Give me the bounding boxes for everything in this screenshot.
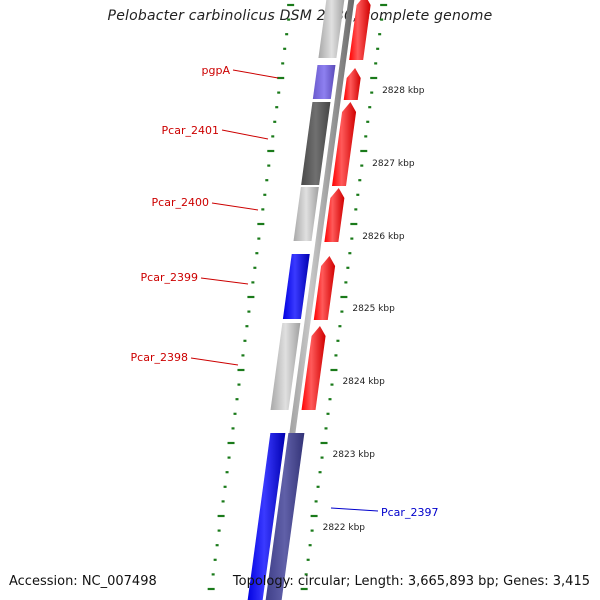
gene-feature: [265, 433, 305, 600]
gene-feature: [247, 433, 286, 600]
cds-arrow-forward: [313, 256, 336, 320]
gene-feature: [282, 254, 310, 319]
gene-label[interactable]: pgpA: [202, 64, 231, 77]
cds-arrow-forward: [301, 326, 326, 410]
cds-arrow-forward: [349, 0, 371, 60]
gene-feature: [270, 323, 301, 410]
scale-label: 2824 kbp: [342, 377, 385, 387]
gene-label-leader: [221, 129, 269, 140]
cds-arrow-forward: [332, 102, 357, 186]
scale-label: 2826 kbp: [362, 232, 405, 242]
gene-label-leader: [330, 507, 379, 512]
gene-label[interactable]: Pcar_2399: [141, 271, 198, 284]
gene-label[interactable]: Pcar_2400: [152, 196, 209, 209]
scale-label: 2822 kbp: [323, 523, 366, 533]
scale-label: 2827 kbp: [372, 159, 415, 169]
gene-label[interactable]: Pcar_2398: [131, 351, 188, 364]
genome-summary-text: Topology: circular; Length: 3,665,893 bp…: [232, 574, 590, 589]
scale-label: 2828 kbp: [382, 86, 425, 96]
accession-text: Accession: NC_007498: [9, 574, 157, 589]
scale-label: 2825 kbp: [352, 304, 395, 314]
gene-feature: [312, 65, 336, 99]
cds-arrow-forward: [324, 188, 345, 242]
gene-feature: [293, 187, 319, 241]
gene-label-leader: [232, 69, 279, 79]
scale-label: 2823 kbp: [333, 450, 376, 460]
gene-label[interactable]: Pcar_2397: [381, 506, 438, 519]
gene-feature: [318, 0, 345, 58]
gene-label[interactable]: Pcar_2401: [162, 124, 219, 137]
cds-arrow-forward: [343, 68, 361, 100]
gene-label-leader: [190, 357, 239, 366]
gene-label-leader: [200, 277, 249, 285]
gene-feature: [301, 102, 331, 185]
genome-title: Pelobacter carbinolicus DSM 2380, comple…: [107, 8, 493, 24]
gene-label-leader: [211, 202, 259, 211]
